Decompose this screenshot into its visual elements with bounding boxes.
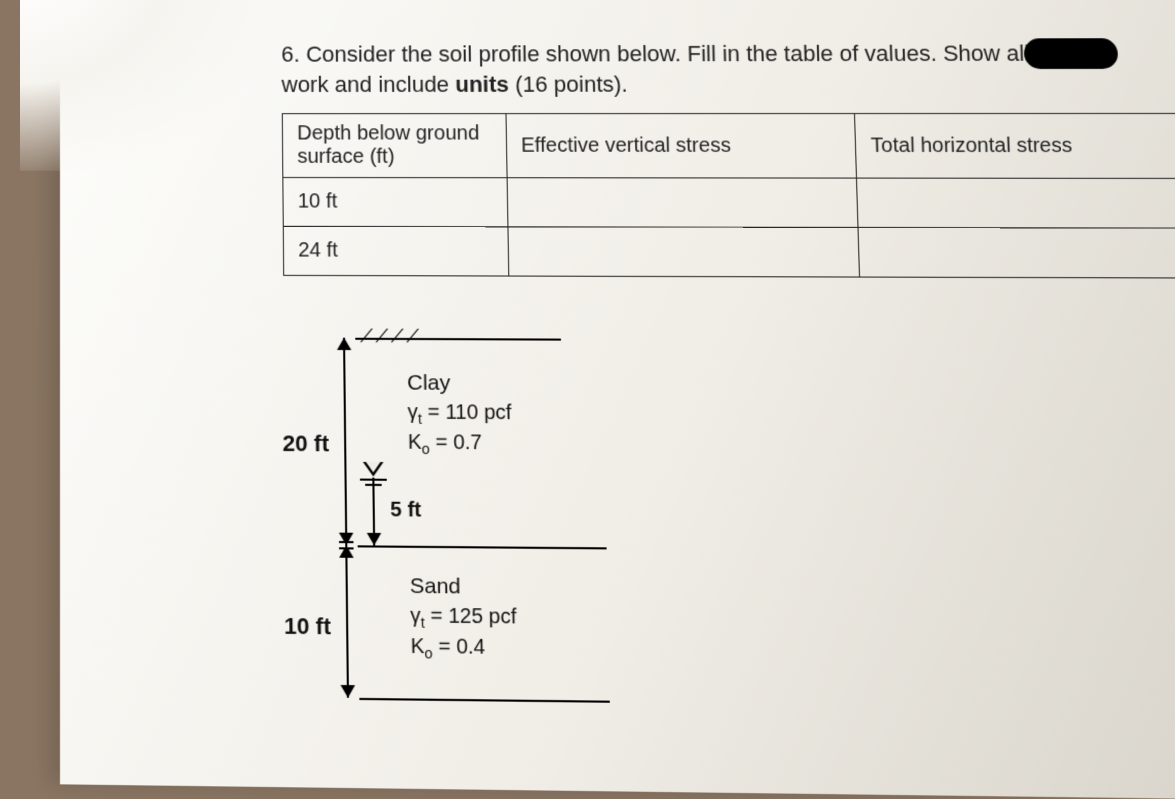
clay-sand-interface-line bbox=[358, 546, 607, 550]
gamma-symbol: γ bbox=[407, 401, 418, 424]
dimension-label-20ft: 20 ft bbox=[282, 431, 329, 458]
cell-depth: 10 ft bbox=[283, 178, 508, 227]
profile-bottom-line bbox=[359, 698, 609, 703]
water-table-icon-fill bbox=[366, 462, 381, 472]
sand-name: Sand bbox=[410, 572, 517, 603]
sand-layer-text: Sand γt = 125 pcf Ko = 0.4 bbox=[410, 572, 518, 664]
stress-table: Depth below ground surface (ft) Effectiv… bbox=[282, 113, 1175, 279]
clay-gamma: γt = 110 pcf bbox=[407, 399, 511, 430]
question-part-b: (16 points). bbox=[509, 71, 628, 96]
arrow-up-icon bbox=[337, 338, 351, 350]
arrow-down-icon bbox=[339, 533, 354, 546]
cell-eff bbox=[508, 227, 860, 277]
arrow-up-icon bbox=[339, 546, 354, 559]
gamma-value: = 125 pcf bbox=[424, 604, 516, 628]
cell-depth: 24 ft bbox=[283, 227, 508, 277]
page-curl bbox=[20, 0, 282, 171]
table-row: 24 ft bbox=[283, 227, 1175, 279]
clay-k0: Ko = 0.7 bbox=[408, 429, 513, 460]
sand-k0: Ko = 0.4 bbox=[410, 633, 517, 665]
clay-layer-text: Clay γt = 110 pcf Ko = 0.7 bbox=[407, 369, 512, 459]
dimension-line-20ft bbox=[343, 338, 347, 546]
question-text: 6. Consider the soil profile shown below… bbox=[281, 38, 1125, 99]
dimension-label-10ft: 10 ft bbox=[284, 613, 331, 641]
clay-name: Clay bbox=[407, 369, 511, 399]
k-symbol: K bbox=[410, 635, 424, 658]
col-eff-header: Effective vertical stress bbox=[506, 114, 857, 179]
sand-gamma: γt = 125 pcf bbox=[410, 602, 517, 633]
table-header-row: Depth below ground surface (ft) Effectiv… bbox=[282, 114, 1175, 179]
k-value: = 0.4 bbox=[432, 635, 485, 659]
dimension-line-10ft bbox=[345, 546, 349, 699]
paper-sheet: 6. Consider the soil profile shown below… bbox=[60, 0, 1175, 799]
ground-hatch: //// bbox=[357, 326, 431, 348]
gamma-value: = 110 pcf bbox=[422, 401, 512, 424]
gamma-symbol: γ bbox=[410, 604, 421, 627]
arrow-down-icon bbox=[341, 685, 356, 698]
cell-eff bbox=[507, 178, 858, 228]
col-tot-header: Total horizontal stress bbox=[855, 114, 1175, 179]
dimension-tick bbox=[339, 541, 353, 543]
k-symbol: K bbox=[408, 431, 422, 454]
question-part-a: Consider the soil profile shown below. F… bbox=[281, 40, 1080, 96]
soil-profile-diagram: //// 20 ft 10 ft 5 ft Clay γt = 110 pcf … bbox=[273, 328, 694, 729]
k-value: = 0.7 bbox=[430, 431, 483, 454]
question-bold: units bbox=[455, 71, 509, 96]
cell-tot bbox=[857, 178, 1175, 228]
redaction-mark bbox=[1024, 38, 1119, 69]
cell-tot bbox=[858, 228, 1175, 279]
question-number: 6. bbox=[281, 42, 300, 67]
arrow-down-icon bbox=[367, 533, 382, 546]
water-depth-label: 5 ft bbox=[390, 499, 421, 523]
col-depth-header: Depth below ground surface (ft) bbox=[282, 114, 507, 178]
table-row: 10 ft bbox=[283, 178, 1175, 229]
